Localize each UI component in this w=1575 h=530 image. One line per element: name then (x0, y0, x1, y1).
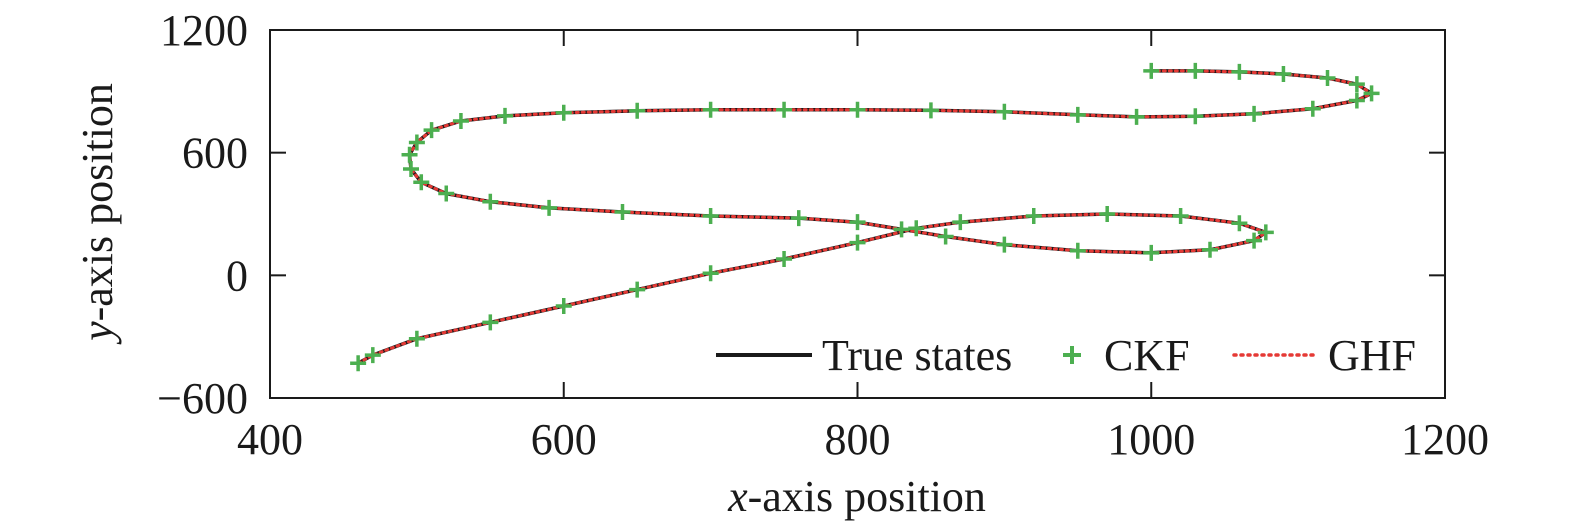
ckf-point (1304, 100, 1321, 117)
y-tick-label: 0 (226, 251, 248, 300)
ckf-point (541, 199, 558, 216)
ckf-point (1246, 105, 1263, 122)
ckf-point (423, 122, 440, 139)
ckf-point (1231, 215, 1248, 232)
ckf-point (438, 185, 455, 202)
y-axis-title: y-axis position (73, 83, 122, 345)
ckf-point (996, 103, 1013, 120)
ckf-point (614, 203, 631, 220)
ckf-point (1069, 106, 1086, 123)
ckf-point (629, 102, 646, 119)
ckf-point (629, 281, 646, 298)
ckf-point (1348, 76, 1365, 93)
ckf-point (702, 208, 719, 225)
legend-true-label: True states (822, 331, 1012, 380)
y-tick-label: 600 (182, 129, 248, 178)
ckf-point (364, 347, 381, 364)
ckf-point (413, 174, 430, 191)
ckf-point (408, 134, 425, 151)
ckf-point (1257, 224, 1274, 241)
ckf-point (776, 250, 793, 267)
ckf-point (1202, 241, 1218, 258)
ckf-point (849, 214, 866, 231)
ckf-point (1025, 208, 1042, 225)
ckf-point (482, 314, 499, 331)
y-axis-title-rest: -axis position (73, 83, 122, 321)
ckf-point (996, 236, 1013, 253)
ckf-point (1099, 206, 1116, 222)
legend: True states CKF GHF (716, 331, 1416, 380)
ckf-point (350, 355, 367, 372)
ckf-point (702, 101, 719, 118)
ckf-point (555, 104, 572, 121)
ckf-point (1143, 62, 1160, 79)
x-tick-label: 1000 (1107, 415, 1195, 464)
ckf-point (922, 102, 939, 119)
ckf-point (1187, 62, 1204, 79)
ckf-point (702, 265, 719, 282)
ckf-point (555, 298, 572, 314)
ckf-point (937, 228, 954, 245)
ckf-point (401, 146, 418, 163)
ckf-point (893, 221, 910, 238)
ckf-point (497, 107, 513, 124)
ckf-point (1246, 232, 1263, 249)
ckf-point (1172, 208, 1189, 225)
x-tick-label: 800 (825, 415, 891, 464)
y-tick-label: 1200 (160, 6, 248, 55)
x-tick-label: 1200 (1401, 415, 1489, 464)
plot-series (350, 62, 1380, 372)
ckf-point (452, 112, 469, 129)
x-axis-title-italic: x (727, 472, 748, 521)
ckf-point (1187, 108, 1204, 125)
ckf-point (1143, 244, 1160, 261)
ckf-point (1319, 70, 1336, 87)
x-axis-title: x-axis position (727, 472, 986, 521)
x-tick-label: 600 (531, 415, 597, 464)
y-axis-title-italic: y (73, 321, 122, 345)
x-axis-title-rest: -axis position (748, 472, 986, 521)
ckf-point (849, 234, 866, 251)
ckf-point (1128, 108, 1145, 125)
ckf-point (790, 210, 807, 227)
ckf-point (403, 161, 419, 178)
legend-ckf-swatch (1063, 346, 1081, 364)
ckf-point (1231, 63, 1248, 80)
ckf-point (952, 214, 969, 231)
ckf-point (776, 101, 793, 118)
x-tick-label: 400 (237, 415, 303, 464)
axes: 400 600 800 1000 1200 −600 0 600 1200 (157, 6, 1489, 464)
legend-ghf-label: GHF (1328, 331, 1416, 380)
ckf-point (849, 101, 866, 118)
ckf-point (908, 220, 925, 237)
ckf-point (1363, 85, 1380, 102)
ckf-point (1069, 242, 1086, 259)
legend-ckf-label: CKF (1104, 331, 1190, 380)
ckf-point (482, 193, 499, 210)
y-tick-label: −600 (157, 374, 248, 423)
ckf-point (1348, 92, 1365, 109)
ckf-point (408, 330, 425, 347)
ckf-point (1275, 65, 1292, 82)
